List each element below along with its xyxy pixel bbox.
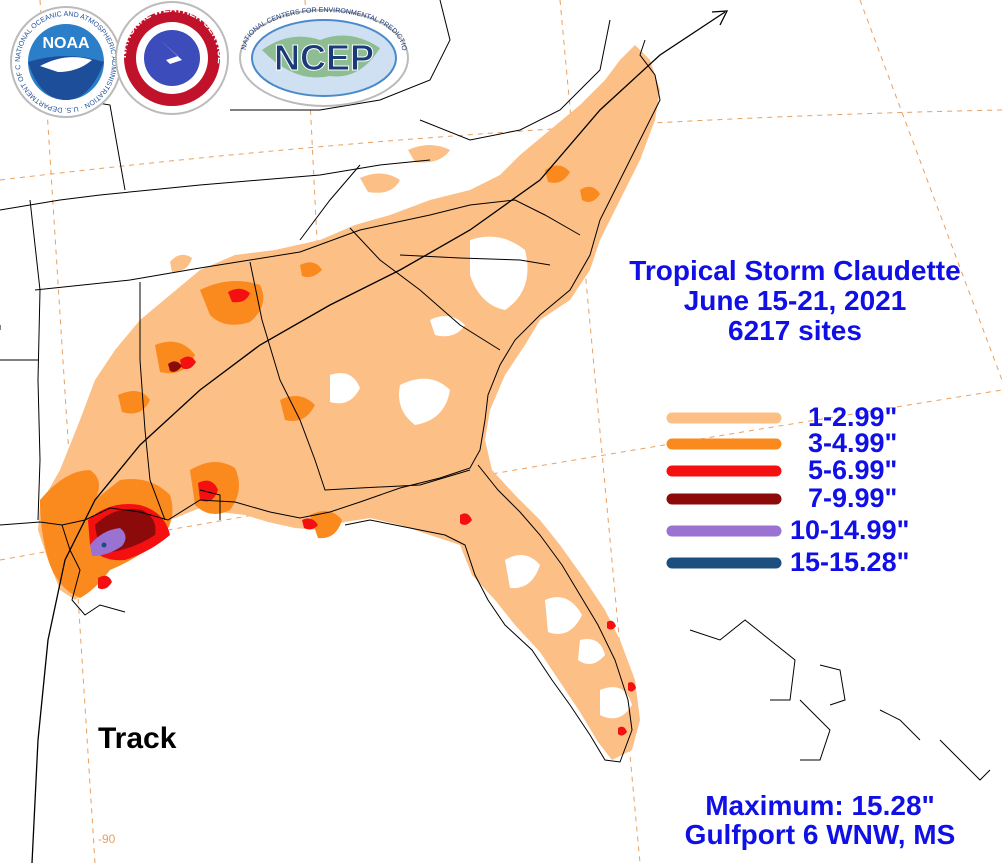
coastline bbox=[0, 39, 661, 526]
islands bbox=[689, 619, 991, 781]
meridian-line bbox=[39, 0, 96, 863]
state-border bbox=[0, 159, 431, 211]
storm-track-line bbox=[31, 11, 726, 863]
state-border bbox=[34, 199, 581, 291]
state-border bbox=[299, 164, 361, 241]
legend-label-4: 7-9.99" bbox=[808, 483, 898, 513]
meridian-line bbox=[859, 0, 1002, 381]
parallel-line bbox=[0, 109, 1002, 181]
rain-zone-15in bbox=[101, 542, 107, 548]
rain-gaps bbox=[330, 236, 632, 719]
map-date-range: June 15-21, 2021 bbox=[683, 285, 907, 316]
legend-label-6: 15-15.28" bbox=[790, 547, 910, 577]
state-border bbox=[29, 199, 41, 521]
maximum-value: Maximum: 15.28" bbox=[705, 790, 935, 821]
nws-logo: NATIONAL WEATHER SERVICE bbox=[115, 1, 229, 115]
map-title: Tropical Storm Claudette bbox=[629, 255, 961, 286]
state-border bbox=[230, 0, 451, 111]
noaa-logo: NOAA NATIONAL OCEANIC AND ATMOSPHERIC AD… bbox=[0, 0, 122, 118]
noaa-logo-text: NOAA bbox=[42, 35, 90, 52]
storm-track bbox=[31, 10, 729, 863]
boundaries bbox=[0, 0, 661, 763]
longitude-label: -90 bbox=[98, 832, 116, 846]
coastline bbox=[344, 464, 633, 763]
legend-label-5: 10-14.99" bbox=[790, 515, 910, 545]
track-arrowhead bbox=[711, 10, 729, 26]
maximum-location: Gulfport 6 WNW, MS bbox=[684, 819, 956, 850]
state-border bbox=[419, 19, 611, 141]
state-border bbox=[139, 282, 166, 521]
legend-label-3: 5-6.99" bbox=[808, 455, 898, 485]
legend-label-2: 3-4.99" bbox=[808, 428, 898, 458]
rain-zone-1-3in bbox=[38, 45, 660, 760]
rain-zone-10-15in bbox=[90, 528, 126, 556]
ncep-logo-text: NCEP bbox=[274, 37, 374, 78]
track-label: Track bbox=[98, 722, 177, 755]
state-border bbox=[399, 254, 551, 266]
state-border bbox=[349, 227, 501, 351]
legend-label-1: 1-2.99" bbox=[808, 402, 898, 432]
map-site-count: 6217 sites bbox=[728, 315, 862, 346]
state-border bbox=[199, 489, 221, 520]
legend-swatches bbox=[666, 412, 782, 569]
